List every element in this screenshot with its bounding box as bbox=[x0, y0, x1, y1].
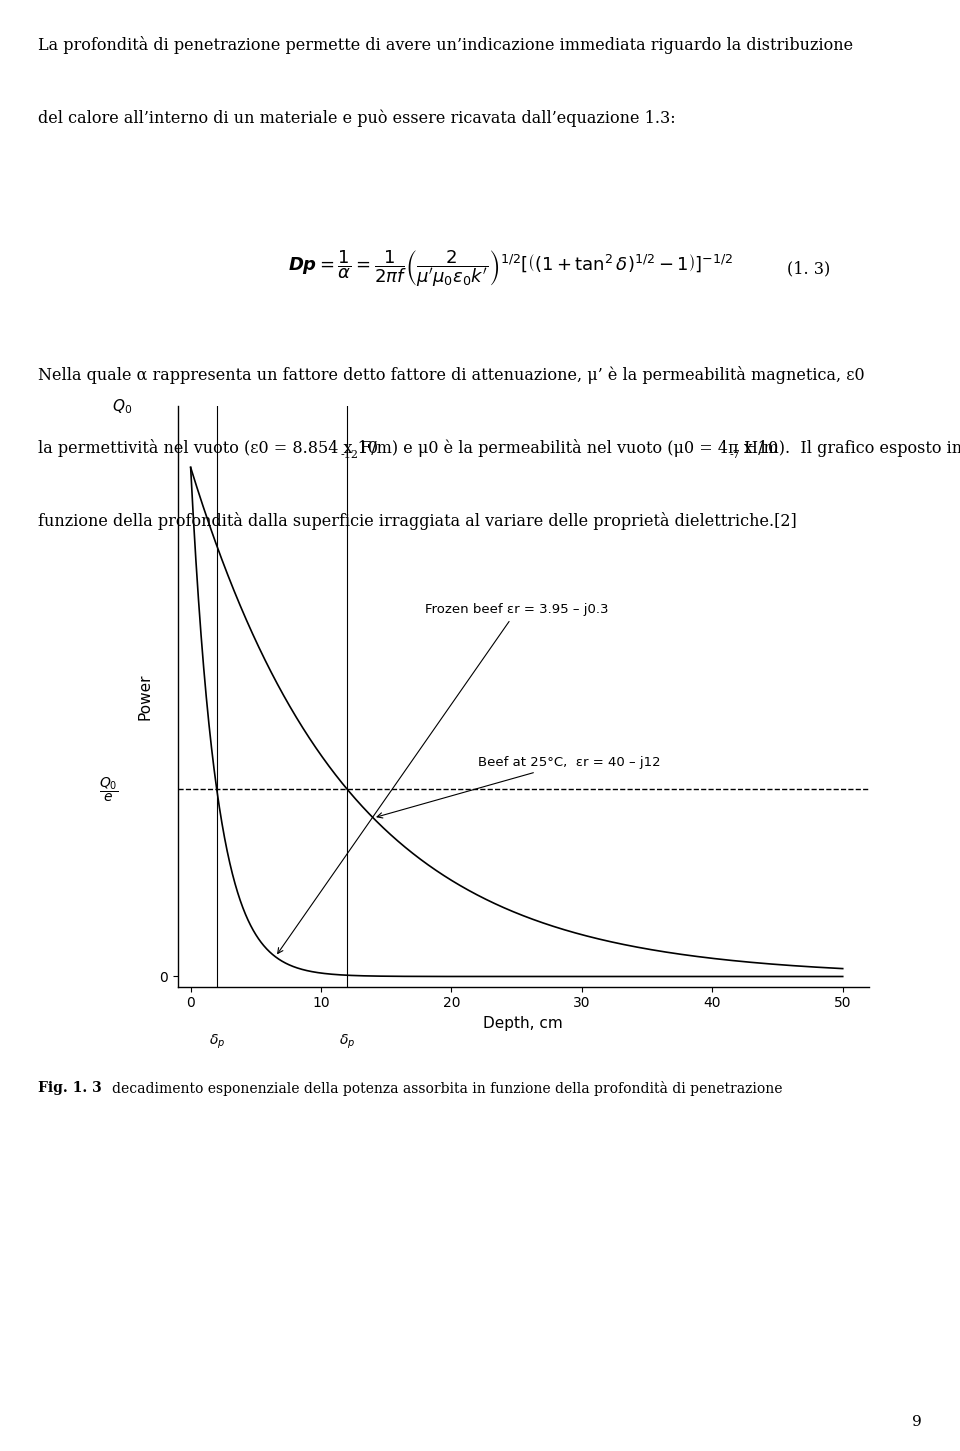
Text: -7: -7 bbox=[730, 450, 740, 460]
Text: decadimento esponenziale della potenza assorbita in funzione della profondità di: decadimento esponenziale della potenza a… bbox=[112, 1081, 782, 1096]
Text: H/m).  Il grafico esposto in Fig. 1. 3 mostra il decadimento esponenziale della : H/m). Il grafico esposto in Fig. 1. 3 mo… bbox=[739, 438, 960, 457]
Y-axis label: Power: Power bbox=[137, 673, 153, 720]
Text: Beef at 25°C,  εr = 40 – j12: Beef at 25°C, εr = 40 – j12 bbox=[377, 756, 660, 818]
Text: $\boldsymbol{Dp} = \dfrac{1}{\alpha} = \dfrac{1}{2\pi f}\left(\dfrac{2}{\mu^{\pr: $\boldsymbol{Dp} = \dfrac{1}{\alpha} = \… bbox=[288, 248, 733, 289]
Text: $\delta_p$: $\delta_p$ bbox=[339, 1033, 355, 1052]
Text: del calore all’interno di un materiale e può essere ricavata dall’equazione 1.3:: del calore all’interno di un materiale e… bbox=[38, 109, 676, 126]
Text: $Q_0$: $Q_0$ bbox=[112, 398, 132, 415]
Text: La profondità di penetrazione permette di avere un’indicazione immediata riguard: La profondità di penetrazione permette d… bbox=[38, 36, 853, 54]
Text: $\delta_p$: $\delta_p$ bbox=[208, 1033, 225, 1052]
Text: Frozen beef εr = 3.95 – j0.3: Frozen beef εr = 3.95 – j0.3 bbox=[277, 604, 609, 953]
Text: -12: -12 bbox=[341, 450, 359, 460]
Text: $\dfrac{Q_0}{e}$: $\dfrac{Q_0}{e}$ bbox=[99, 775, 118, 804]
Text: F/m) e μ0 è la permeabilità nel vuoto (μ0 = 4π x 10: F/m) e μ0 è la permeabilità nel vuoto (μ… bbox=[355, 438, 779, 457]
Text: Fig. 1. 3: Fig. 1. 3 bbox=[38, 1081, 102, 1096]
Text: 9: 9 bbox=[912, 1415, 922, 1429]
Text: funzione della profondità dalla superficie irraggiata al variare delle proprietà: funzione della profondità dalla superfic… bbox=[38, 512, 797, 530]
X-axis label: Depth, cm: Depth, cm bbox=[483, 1016, 564, 1032]
Text: Nella quale α rappresenta un fattore detto fattore di attenuazione, μ’ è la perm: Nella quale α rappresenta un fattore det… bbox=[38, 366, 865, 383]
Text: la permettività nel vuoto (ε0 = 8.854 x 10: la permettività nel vuoto (ε0 = 8.854 x … bbox=[38, 438, 378, 457]
Text: (1. 3): (1. 3) bbox=[787, 260, 830, 277]
